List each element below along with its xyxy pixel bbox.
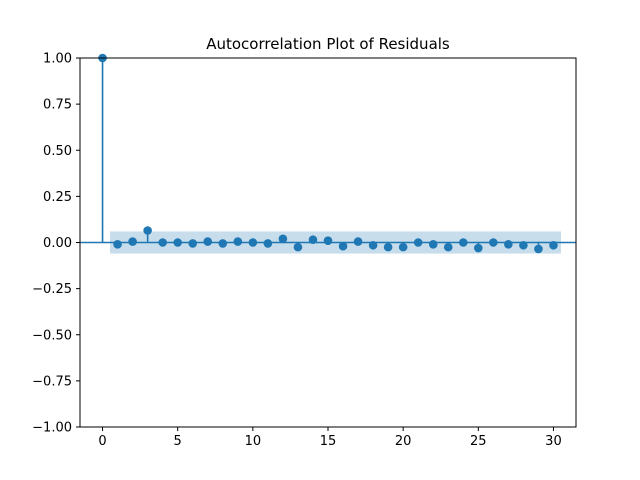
acf-point-lag-11 [263,239,273,248]
acf-point-lag-24 [458,238,468,247]
acf-point-lag-23 [443,242,453,252]
acf-point-lag-28 [519,240,528,250]
y-tick-label: −0.25 [32,282,72,297]
acf-point-lag-19 [383,242,393,252]
acf-point-lag-15 [323,236,333,245]
y-tick-label: −0.75 [32,374,72,389]
x-tick-label: 0 [98,434,106,449]
acf-point-lag-14 [308,235,318,245]
acf-point-lag-30 [549,240,558,250]
y-tick-label: −1.00 [32,421,72,436]
y-tick-label: 0.00 [43,236,72,251]
acf-point-lag-5 [173,238,182,247]
acf-point-lag-1 [113,240,122,249]
acf-point-lag-8 [218,239,228,248]
x-axis-ticks: 0 5 10 15 20 25 30 [98,427,562,449]
x-tick-label: 10 [245,434,262,449]
acf-point-lag-6 [188,239,198,248]
acf-point-lag-16 [338,241,348,251]
acf-point-lag-10 [248,238,258,247]
acf-point-lag-27 [504,240,513,249]
y-axis-ticks: −1.00 −0.75 −0.50 −0.25 0.00 0.25 0.50 0.75 1.00 [32,52,80,436]
acf-point-lag-2 [128,237,137,246]
y-tick-label: 0.50 [43,144,72,159]
x-tick-label: 25 [470,434,487,449]
acf-point-lag-22 [428,240,438,249]
x-tick-label: 15 [320,434,337,449]
acf-point-lag-29 [534,244,543,254]
x-tick-label: 5 [174,434,182,449]
acf-point-lag-18 [368,240,378,250]
acf-point-lag-12 [278,234,288,244]
y-tick-label: 0.25 [43,190,72,205]
acf-point-lag-9 [233,237,243,246]
x-tick-label: 30 [545,434,562,449]
y-tick-label: 0.75 [43,98,72,113]
acf-point-lag-21 [413,238,423,247]
acf-point-lag-25 [474,243,483,253]
y-tick-label: −0.50 [32,328,72,343]
chart-title: Autocorrelation Plot of Residuals [206,35,450,53]
acf-point-lag-4 [158,238,167,247]
marker-layer [98,53,558,254]
y-tick-label: 1.00 [43,52,72,67]
acf-point-lag-13 [293,242,303,252]
acf-point-lag-7 [203,237,213,246]
acf-point-lag-20 [398,242,408,252]
x-tick-label: 20 [395,434,412,449]
acf-point-lag-26 [489,238,498,247]
acf-point-lag-3 [143,226,152,235]
acf-point-lag-17 [353,237,363,246]
